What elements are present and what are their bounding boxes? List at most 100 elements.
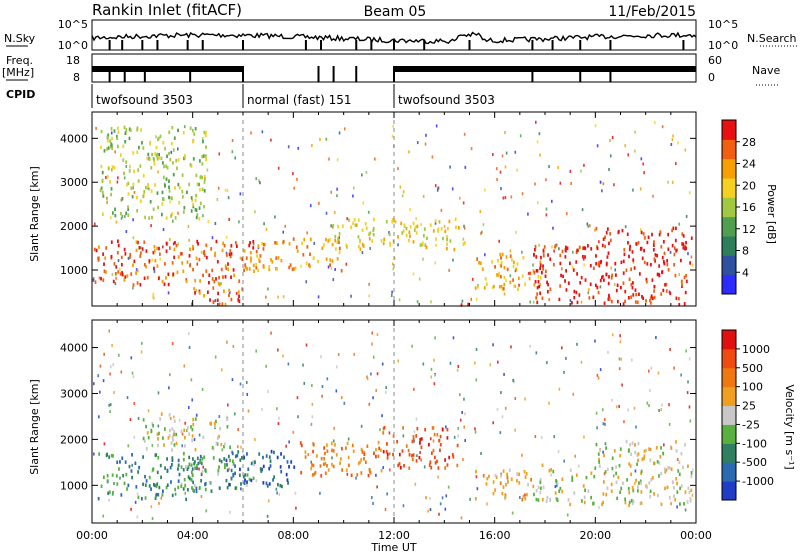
data-cell [114, 207, 116, 212]
data-cell [661, 255, 664, 260]
data-cell [182, 451, 185, 456]
data-cell [573, 289, 576, 294]
data-cell [597, 290, 600, 295]
data-cell [244, 478, 246, 482]
scatter-point [509, 249, 512, 253]
data-cell [372, 232, 375, 237]
data-cell [190, 196, 193, 200]
scatter-point [227, 403, 229, 407]
scatter-point [125, 230, 128, 234]
data-cell [506, 480, 509, 484]
data-cell [663, 261, 666, 266]
data-cell [223, 442, 226, 446]
scatter-point [129, 418, 132, 422]
data-cell [503, 265, 506, 270]
data-cell [127, 213, 130, 217]
data-cell [136, 150, 139, 155]
data-cell [325, 257, 328, 261]
scatter-point [306, 231, 308, 235]
data-cell [106, 147, 109, 151]
data-cell [124, 460, 127, 464]
scatter-point [183, 125, 186, 129]
data-cell [630, 472, 633, 477]
data-cell [195, 215, 198, 220]
data-cell [610, 482, 613, 487]
data-cell [527, 482, 529, 487]
data-cell [502, 485, 505, 489]
data-cell [590, 471, 593, 475]
data-cell [171, 261, 174, 265]
data-cell [230, 477, 233, 481]
data-cell [184, 154, 186, 158]
data-cell [191, 473, 194, 477]
scatter-point [429, 496, 431, 500]
scatter-point [653, 121, 656, 125]
data-cell [169, 157, 172, 162]
data-cell [168, 428, 171, 433]
data-cell [111, 492, 114, 496]
data-cell [218, 434, 220, 439]
data-cell [105, 270, 107, 274]
data-cell [270, 258, 272, 262]
scatter-point [376, 333, 379, 337]
data-cell [154, 496, 157, 501]
data-cell [139, 251, 142, 255]
scatter-point [114, 282, 117, 286]
data-cell [229, 458, 231, 463]
scatter-point [678, 222, 680, 226]
scatter-point [604, 442, 607, 446]
data-cell [125, 472, 128, 477]
data-cell [540, 270, 543, 275]
data-cell [129, 128, 132, 133]
data-cell [673, 246, 676, 251]
scatter-point [371, 496, 373, 500]
scatter-point [598, 506, 600, 510]
scatter-point [571, 250, 574, 254]
scatter-point [337, 353, 340, 357]
data-cell [582, 254, 584, 259]
scatter-point [554, 485, 557, 489]
scatter-point [265, 364, 267, 368]
scatter-point [99, 390, 101, 394]
data-cell [155, 154, 158, 158]
data-cell [425, 245, 428, 250]
data-cell [98, 452, 101, 456]
data-cell [405, 233, 408, 238]
data-cell [184, 483, 187, 488]
data-cell [192, 488, 194, 492]
data-cell [619, 490, 622, 495]
data-cell [439, 448, 441, 453]
scatter-point [390, 293, 393, 297]
data-cell [651, 296, 654, 301]
data-cell [373, 451, 375, 456]
data-cell [398, 462, 401, 466]
data-cell [196, 466, 198, 471]
data-cell [177, 182, 180, 187]
scatter-point [624, 144, 627, 148]
data-cell [475, 469, 477, 474]
scatter-point [527, 212, 529, 216]
data-cell [679, 502, 681, 506]
data-cell [446, 226, 449, 231]
data-cell [166, 468, 169, 473]
data-cell [415, 231, 418, 235]
scatter-point [587, 291, 590, 295]
scatter-point [300, 264, 302, 268]
data-cell [205, 469, 207, 473]
scatter-point [669, 347, 671, 351]
data-cell [327, 239, 330, 243]
data-cell [259, 467, 262, 471]
data-cell [252, 246, 255, 250]
scatter-point [612, 474, 615, 478]
data-cell [144, 185, 147, 190]
scatter-point [151, 443, 154, 447]
data-cell [675, 440, 677, 444]
scatter-point [408, 150, 410, 154]
scatter-point [119, 476, 121, 480]
data-cell [312, 256, 315, 260]
data-cell [323, 462, 325, 467]
data-cell [430, 451, 433, 455]
data-cell [199, 201, 202, 206]
data-cell [162, 436, 164, 440]
